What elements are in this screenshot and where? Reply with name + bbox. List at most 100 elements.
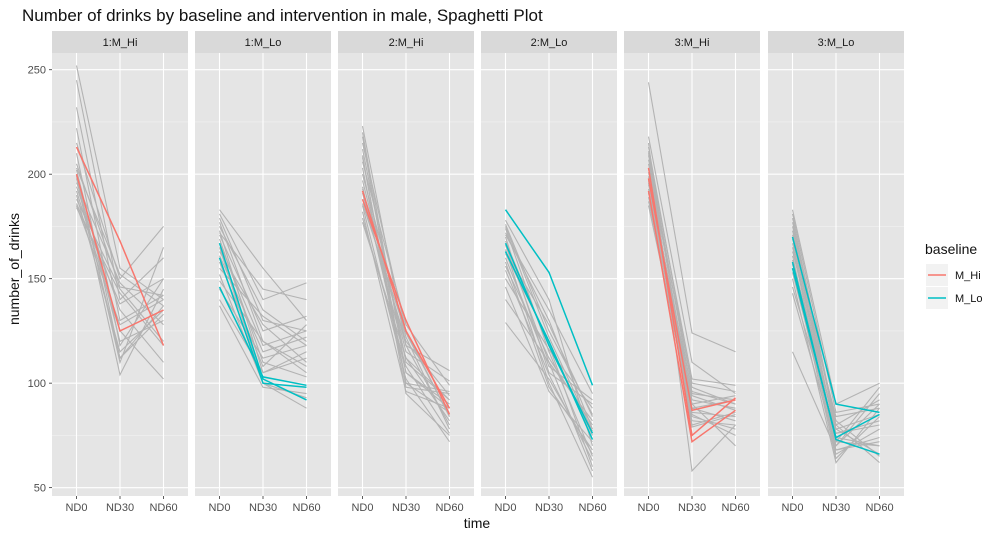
subject-line bbox=[219, 232, 307, 301]
subject-line bbox=[219, 226, 307, 342]
subject-line bbox=[505, 322, 593, 455]
legend-title: baseline bbox=[925, 241, 977, 257]
x-tick-label: ND30 bbox=[822, 502, 850, 514]
y-tick-label: 250 bbox=[28, 65, 46, 77]
subject-line bbox=[361, 222, 450, 401]
highlighted-line-m-lo bbox=[218, 286, 307, 387]
facet-panel: 2:M_Lo ND0 ND30 ND60 bbox=[481, 31, 617, 514]
x-tick-label: ND60 bbox=[149, 502, 177, 514]
facet-panel: 1:M_Lo ND0 ND30 ND60 bbox=[195, 31, 331, 514]
subject-line bbox=[75, 128, 164, 347]
subject-line bbox=[647, 167, 736, 393]
subject-line bbox=[505, 219, 594, 446]
subject-line bbox=[791, 259, 880, 455]
y-tick-label: 200 bbox=[28, 169, 46, 181]
y-tick-label: 150 bbox=[28, 274, 46, 286]
subject-line bbox=[219, 299, 307, 374]
x-tick-label: ND60 bbox=[721, 502, 749, 514]
subject-line bbox=[791, 278, 880, 464]
subject-line bbox=[504, 270, 593, 461]
facet-panel: 3:M_Hi ND0 ND30 ND60 bbox=[624, 31, 760, 514]
subject-line bbox=[75, 167, 164, 307]
x-tick-label: ND60 bbox=[578, 502, 606, 514]
x-axis-title: time bbox=[464, 515, 491, 531]
highlighted-line-m-lo bbox=[218, 242, 307, 401]
subject-line bbox=[75, 205, 164, 326]
facet-strip bbox=[481, 31, 617, 53]
facet-strip bbox=[195, 31, 331, 53]
subject-line bbox=[219, 209, 307, 321]
legend-label: M_Hi bbox=[955, 270, 981, 282]
highlighted-line-m-lo bbox=[218, 257, 307, 389]
y-tick-label: 100 bbox=[28, 378, 46, 390]
subject-line bbox=[505, 278, 593, 409]
highlighted-line-m-hi bbox=[361, 199, 451, 415]
highlighted-line-m-lo bbox=[791, 268, 880, 439]
subject-line bbox=[75, 142, 164, 280]
chart-title: Number of drinks by baseline and interve… bbox=[22, 6, 543, 25]
subject-line bbox=[219, 305, 307, 395]
subject-line bbox=[504, 228, 594, 457]
facet-panel: 2:M_Hi ND0 ND30 ND60 bbox=[338, 31, 474, 514]
x-tick-label: ND60 bbox=[292, 502, 320, 514]
subject-line bbox=[361, 174, 450, 430]
facet-strip-label: 2:M_Hi bbox=[389, 37, 424, 49]
facet-panel: 1:M_Hi ND0 ND30 ND60 bbox=[52, 31, 188, 514]
facet-strip-label: 3:M_Hi bbox=[675, 37, 710, 49]
x-tick-label: ND0 bbox=[494, 502, 516, 514]
subject-line bbox=[505, 234, 593, 394]
x-tick-label: ND0 bbox=[637, 502, 659, 514]
subject-line bbox=[75, 65, 164, 301]
x-tick-label: ND30 bbox=[106, 502, 134, 514]
subject-line bbox=[504, 286, 593, 443]
facet-strip bbox=[52, 31, 188, 53]
highlighted-line-m-hi bbox=[75, 146, 165, 346]
subject-line bbox=[361, 205, 450, 443]
highlighted-line-m-hi bbox=[647, 178, 736, 412]
subject-line bbox=[505, 299, 594, 472]
x-tick-label: ND30 bbox=[535, 502, 563, 514]
x-tick-label: ND30 bbox=[678, 502, 706, 514]
highlighted-line-m-lo bbox=[504, 209, 594, 386]
facet-strip bbox=[338, 31, 474, 53]
legend-label: M_Lo bbox=[955, 293, 983, 305]
subject-line bbox=[75, 176, 164, 360]
x-tick-label: ND30 bbox=[392, 502, 420, 514]
highlighted-line-m-lo bbox=[504, 251, 594, 440]
facet-strip bbox=[624, 31, 760, 53]
subject-line bbox=[791, 251, 880, 418]
subject-line bbox=[75, 80, 164, 301]
subject-line bbox=[647, 182, 736, 428]
subject-line bbox=[647, 153, 736, 386]
subject-line bbox=[219, 288, 307, 359]
y-tick-label: 50 bbox=[34, 483, 46, 495]
x-tick-label: ND0 bbox=[351, 502, 373, 514]
facet-strip-label: 2:M_Lo bbox=[531, 37, 568, 49]
subject-line bbox=[361, 211, 450, 409]
y-axis: 50 100 150 200 250 bbox=[28, 65, 52, 495]
legend: baseline M_Hi M_Lo bbox=[925, 241, 983, 309]
subject-line bbox=[219, 267, 307, 346]
subject-line bbox=[791, 293, 880, 447]
subject-line bbox=[219, 213, 307, 301]
facet-strip bbox=[768, 31, 904, 53]
highlighted-line-m-lo bbox=[504, 242, 594, 434]
highlighted-line-m-lo bbox=[791, 236, 880, 414]
facet-strip-label: 1:M_Lo bbox=[245, 37, 282, 49]
subject-line bbox=[647, 82, 736, 353]
subject-line bbox=[504, 226, 593, 432]
subject-line bbox=[791, 286, 880, 434]
highlighted-line-m-hi bbox=[647, 190, 736, 444]
subject-line bbox=[218, 238, 307, 378]
x-tick-label: ND60 bbox=[865, 502, 893, 514]
legend-item: M_Hi bbox=[926, 264, 981, 286]
legend-item: M_Lo bbox=[926, 287, 983, 309]
highlighted-line-m-lo bbox=[791, 261, 880, 455]
subject-line bbox=[218, 234, 307, 332]
x-tick-label: ND0 bbox=[65, 502, 87, 514]
subject-line bbox=[791, 351, 880, 451]
subject-line bbox=[361, 161, 450, 386]
x-tick-label: ND0 bbox=[781, 502, 803, 514]
